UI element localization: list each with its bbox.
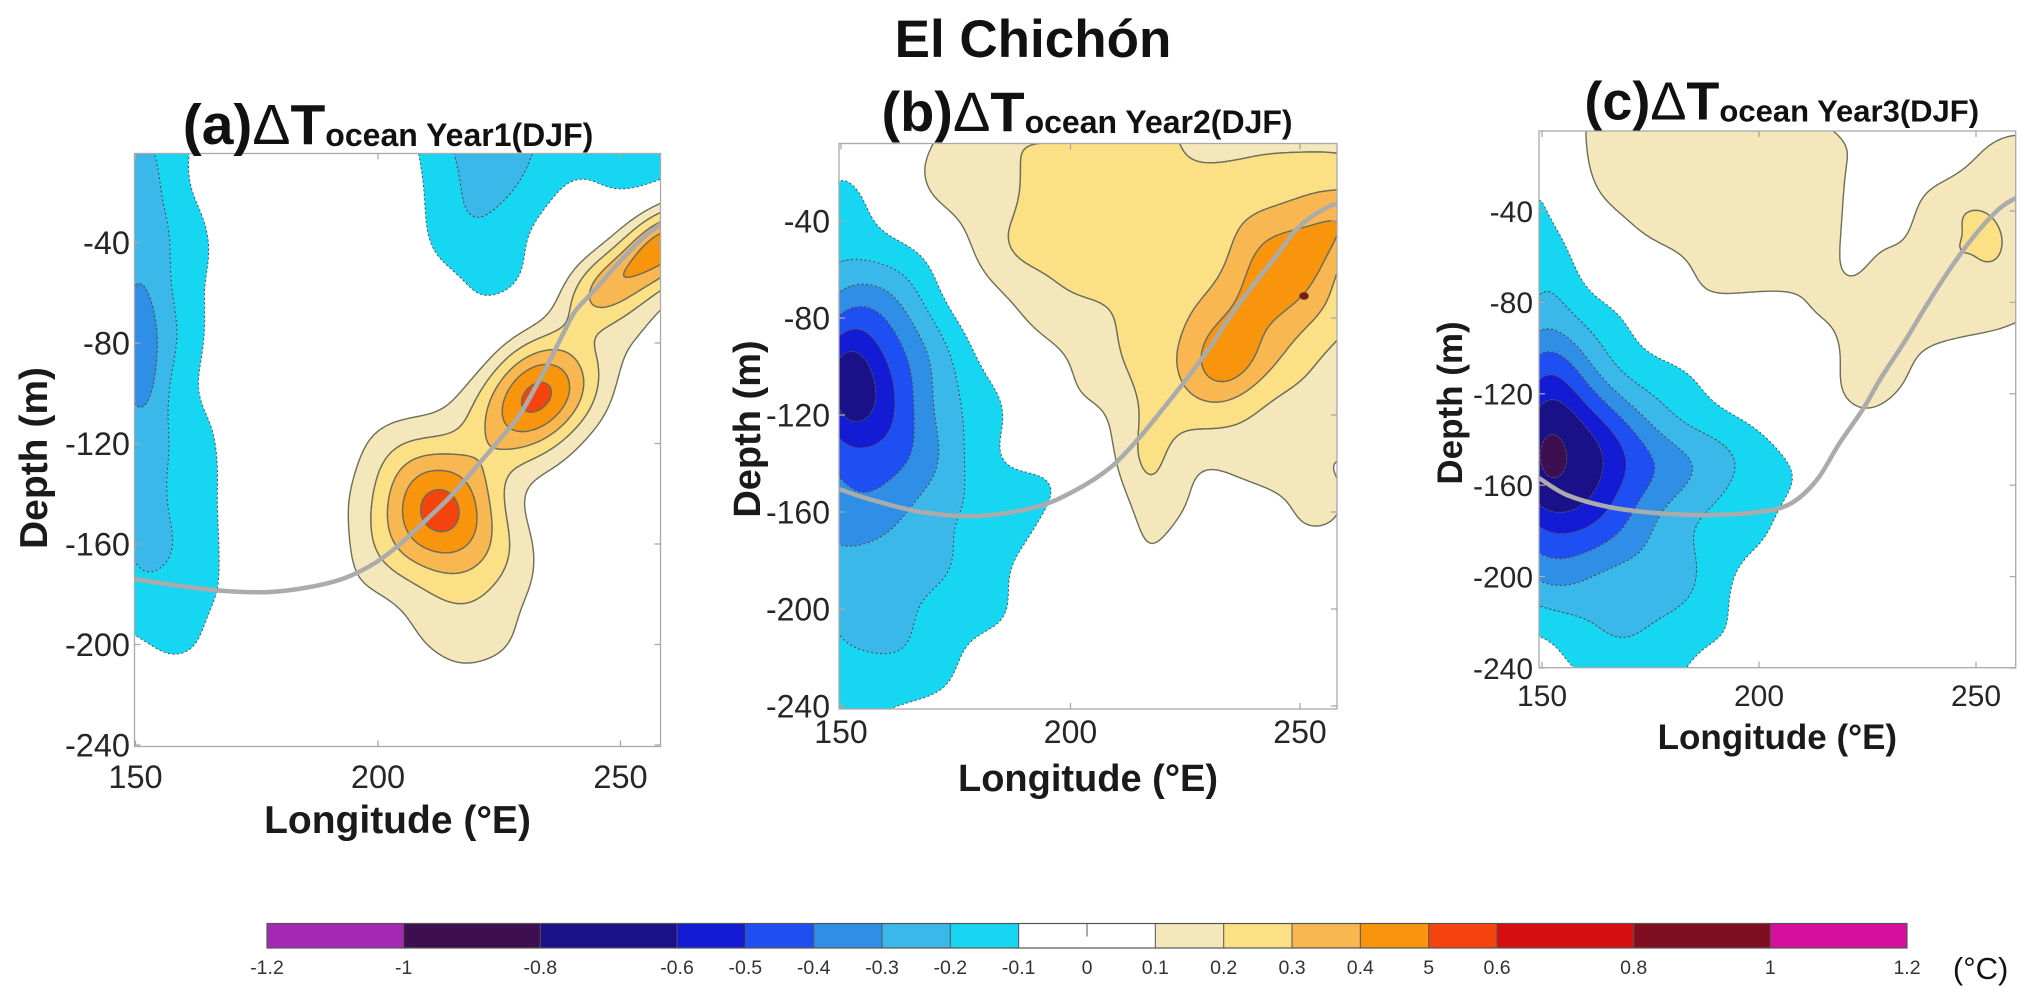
svg-text:-120: -120 [1473,379,1533,412]
svg-text:0.1: 0.1 [1142,957,1169,979]
svg-text:200: 200 [1734,680,1784,713]
svg-text:Longitude (°E): Longitude (°E) [958,758,1218,800]
svg-text:-120: -120 [766,398,830,434]
svg-text:Depth (m): Depth (m) [1431,321,1470,484]
svg-text:-240: -240 [65,728,130,764]
svg-text:1.2: 1.2 [1893,957,1920,979]
svg-text:0.8: 0.8 [1620,957,1647,979]
svg-text:-160: -160 [1473,470,1533,503]
svg-text:250: 250 [1951,680,2001,713]
svg-text:150: 150 [814,714,867,750]
svg-text:0: 0 [1082,957,1093,979]
svg-text:5: 5 [1423,957,1434,979]
svg-text:-1.2: -1.2 [250,957,284,979]
svg-text:-0.8: -0.8 [523,957,557,979]
svg-text:-240: -240 [1473,653,1533,686]
svg-text:-0.5: -0.5 [728,957,762,979]
svg-text:200: 200 [351,759,405,795]
svg-text:0.2: 0.2 [1210,957,1237,979]
svg-text:-240: -240 [766,689,830,725]
svg-text:-0.1: -0.1 [1002,957,1036,979]
svg-text:-80: -80 [83,326,130,362]
svg-text:-0.3: -0.3 [865,957,899,979]
svg-text:-80: -80 [784,301,830,337]
svg-text:Depth (m): Depth (m) [13,367,56,549]
svg-text:250: 250 [1273,714,1326,750]
svg-text:0.3: 0.3 [1278,957,1305,979]
svg-text:-0.6: -0.6 [660,957,694,979]
svg-text:Longitude (°E): Longitude (°E) [1658,718,1898,757]
svg-text:(°C): (°C) [1953,951,2008,986]
svg-text:-200: -200 [1473,561,1533,594]
svg-text:Depth (m): Depth (m) [727,340,769,517]
svg-text:-160: -160 [65,527,130,563]
svg-text:150: 150 [108,759,162,795]
svg-text:-40: -40 [83,225,130,261]
svg-text:150: 150 [1517,680,1567,713]
svg-text:0.6: 0.6 [1483,957,1510,979]
svg-text:Longitude (°E): Longitude (°E) [264,799,531,842]
svg-text:(a)ΔTocean Year1(DJF): (a)ΔTocean Year1(DJF) [183,93,594,157]
svg-text:-160: -160 [766,495,830,531]
svg-text:200: 200 [1044,714,1097,750]
svg-text:1: 1 [1765,957,1776,979]
svg-text:(c)ΔTocean Year3(DJF): (c)ΔTocean Year3(DJF) [1584,72,1979,132]
svg-text:-40: -40 [1490,196,1533,229]
svg-text:0.4: 0.4 [1347,957,1374,979]
svg-text:-1: -1 [395,957,412,979]
svg-text:El Chichón: El Chichón [895,10,1172,69]
svg-text:-200: -200 [766,592,830,628]
svg-text:-200: -200 [65,627,130,663]
svg-text:-0.4: -0.4 [797,957,831,979]
svg-text:250: 250 [593,759,647,795]
svg-text:-120: -120 [65,426,130,462]
svg-text:(b)ΔTocean Year2(DJF): (b)ΔTocean Year2(DJF) [881,80,1292,143]
svg-text:-0.2: -0.2 [933,957,967,979]
svg-text:-80: -80 [1490,287,1533,320]
svg-text:-40: -40 [784,204,830,240]
